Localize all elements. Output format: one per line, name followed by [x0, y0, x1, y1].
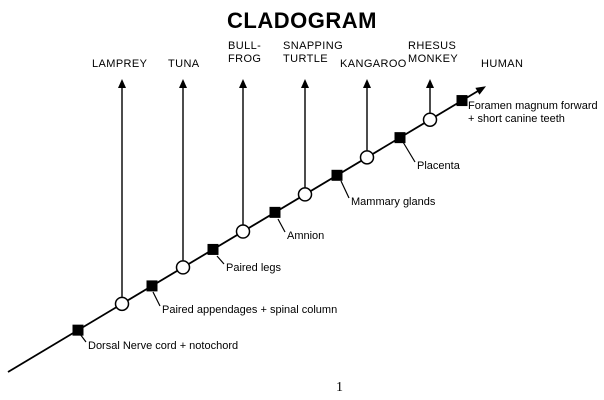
- trait-marker-square: [394, 132, 406, 144]
- figure-title: CLADOGRAM: [227, 8, 377, 33]
- taxon-branch-arrowhead: [118, 79, 126, 88]
- trait-pointer-line: [277, 218, 286, 233]
- taxon-branch-arrowhead: [301, 79, 309, 88]
- branch-node-circle: [114, 296, 130, 312]
- trait-label: Foramen magnum forward + short canine te…: [468, 100, 598, 125]
- trait-label: Dorsal Nerve cord + notochord: [88, 340, 239, 352]
- page-number: 1: [336, 380, 343, 395]
- taxon-branch-arrowhead: [363, 79, 371, 88]
- taxon-label-rhesus-monkey: RHESUS MONKEY: [408, 40, 459, 65]
- taxon-label-tuna: TUNA: [168, 58, 200, 70]
- branch-node-circle: [359, 150, 375, 165]
- trait-label: Amnion: [287, 230, 325, 242]
- main-line-arrowhead: [475, 86, 486, 95]
- trait-pointer-line: [402, 141, 416, 163]
- trait-label: Paired appendages + spinal column: [162, 304, 338, 316]
- taxon-branch-arrowhead: [426, 79, 434, 88]
- taxon-branch-arrowhead: [239, 79, 247, 88]
- trait-pointer-line: [340, 180, 350, 199]
- taxon-label-kangaroo: KANGAROO: [340, 58, 407, 70]
- trait-pointer-line: [79, 333, 87, 343]
- trait-label: Placenta: [417, 160, 460, 172]
- branch-node-circle: [235, 224, 251, 239]
- trait-marker-square: [146, 280, 158, 292]
- trait-marker-square: [207, 243, 219, 255]
- trait-label: Paired legs: [226, 262, 282, 274]
- trait-pointer-line: [216, 255, 225, 265]
- branch-node-circle: [297, 187, 313, 202]
- taxon-label-bull-frog: BULL- FROG: [228, 40, 262, 65]
- taxon-label-human: HUMAN: [481, 58, 524, 70]
- branch-node-circle: [422, 112, 438, 127]
- taxon-branch-arrowhead: [179, 79, 187, 88]
- taxon-label-lamprey: LAMPREY: [92, 58, 148, 70]
- trait-pointer-line: [152, 291, 161, 307]
- branch-node-circle: [175, 260, 191, 275]
- taxon-label-snapping-turtle: SNAPPING TURTLE: [283, 40, 344, 65]
- trait-marker-square: [331, 169, 343, 181]
- trait-marker-square: [456, 95, 468, 107]
- trait-marker-square: [269, 206, 281, 218]
- trait-marker-square: [72, 324, 84, 336]
- trait-label: Mammary glands: [351, 196, 436, 208]
